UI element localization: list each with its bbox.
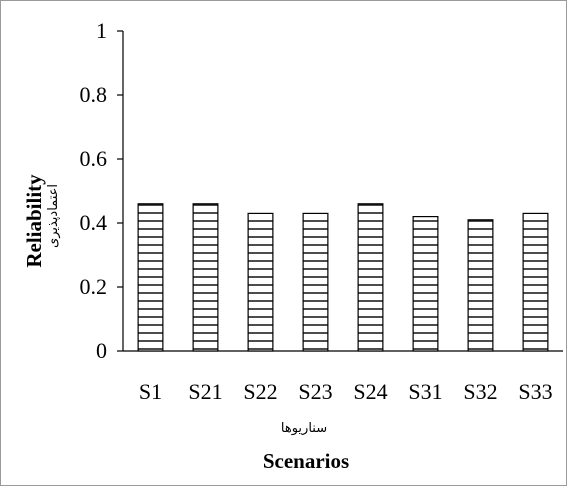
bars	[137, 203, 549, 352]
x-axis-label: Scenarios	[263, 449, 349, 473]
x-tick-label: S32	[463, 379, 497, 404]
y-axis-label: Reliability	[22, 174, 46, 268]
y-tick-labels: 0 0.2 0.4 0.6 0.8 1	[80, 18, 108, 363]
x-tick-label: S24	[353, 379, 387, 404]
x-tick-label: S21	[188, 379, 222, 404]
x-tick-label: S1	[139, 379, 162, 404]
x-tick-label: S23	[298, 379, 332, 404]
bar-s32	[467, 219, 494, 352]
x-tick-label: S33	[518, 379, 552, 404]
y-tick-label: 0.4	[80, 210, 108, 235]
bar-s1	[137, 203, 164, 352]
y-tick-label: 0.8	[80, 82, 108, 107]
y-axis-label-secondary: اعتمادپذیری	[46, 184, 61, 248]
x-tick-label: S22	[243, 379, 277, 404]
bar-s24	[357, 203, 384, 352]
y-tick-label: 0.2	[80, 274, 108, 299]
y-tick-label: 0.6	[80, 146, 108, 171]
y-axis	[117, 30, 124, 352]
x-axis-label-secondary: سناریوها	[281, 421, 327, 436]
x-tick-label: S31	[408, 379, 442, 404]
y-tick-label: 0	[96, 338, 107, 363]
bar-s21	[192, 203, 219, 352]
x-tick-labels: S1 S21 S22 S23 S24 S31 S32 S33	[139, 379, 553, 404]
bar-s31	[412, 216, 439, 352]
bar-s33	[522, 212, 549, 352]
bar-s22	[247, 212, 274, 352]
y-tick-label: 1	[96, 18, 107, 43]
bar-s23	[302, 212, 329, 352]
